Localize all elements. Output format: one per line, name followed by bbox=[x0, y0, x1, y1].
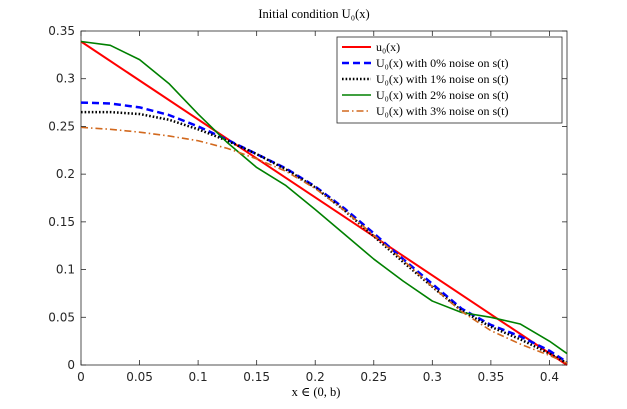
series-line-4 bbox=[80, 126, 568, 364]
y-tick-label: 0.15 bbox=[48, 215, 75, 229]
y-tick-label: 0 bbox=[67, 358, 75, 372]
series-line-2 bbox=[81, 110, 568, 365]
legend-label-0: u₀(x) bbox=[376, 40, 400, 54]
series-layer bbox=[80, 40, 568, 366]
x-tick-label: 0.1 bbox=[189, 370, 208, 384]
y-tick-label: 0.2 bbox=[56, 167, 75, 181]
x-tick-label: 0.25 bbox=[360, 370, 387, 384]
x-axis: 0 0.05 0.1 0.15 0.2 0.25 0.3 0.35 0.4 bbox=[77, 31, 559, 384]
chart-title: Initial condition U₀(x) bbox=[258, 7, 369, 21]
series-line-0 bbox=[80, 40, 568, 366]
x-tick-label: 0.35 bbox=[478, 370, 505, 384]
y-tick-label: 0.3 bbox=[56, 72, 75, 86]
legend: u₀(x) U₀(x) with 0% noise on s(t) U₀(x) wi… bbox=[336, 36, 563, 124]
y-tick-label: 0.05 bbox=[48, 310, 75, 324]
y-tick-label: 0.25 bbox=[48, 119, 75, 133]
legend-label-3: U₀(x) with 2% noise on s(t) bbox=[376, 88, 509, 102]
series-line-3 bbox=[80, 40, 568, 355]
y-axis: 0 0.05 0.1 0.15 0.2 0.25 0.3 0.35 bbox=[48, 24, 567, 372]
x-tick-label: 0.3 bbox=[423, 370, 442, 384]
legend-label-4: U₀(x) with 3% noise on s(t) bbox=[376, 104, 509, 118]
legend-label-2: U₀(x) with 1% noise on s(t) bbox=[376, 72, 509, 86]
x-tick-label: 0.2 bbox=[306, 370, 325, 384]
legend-label-1: U₀(x) with 0% noise on s(t) bbox=[376, 56, 509, 70]
x-axis-label: x ∈ (0, b) bbox=[292, 385, 341, 399]
x-tick-label: 0 bbox=[77, 370, 85, 384]
x-tick-label: 0.15 bbox=[243, 370, 270, 384]
x-tick-label: 0.05 bbox=[126, 370, 153, 384]
y-tick-label: 0.35 bbox=[48, 24, 75, 38]
series-line-1 bbox=[80, 101, 568, 364]
y-tick-label: 0.1 bbox=[56, 263, 75, 277]
legend-box bbox=[336, 36, 563, 124]
x-tick-label: 0.4 bbox=[540, 370, 559, 384]
